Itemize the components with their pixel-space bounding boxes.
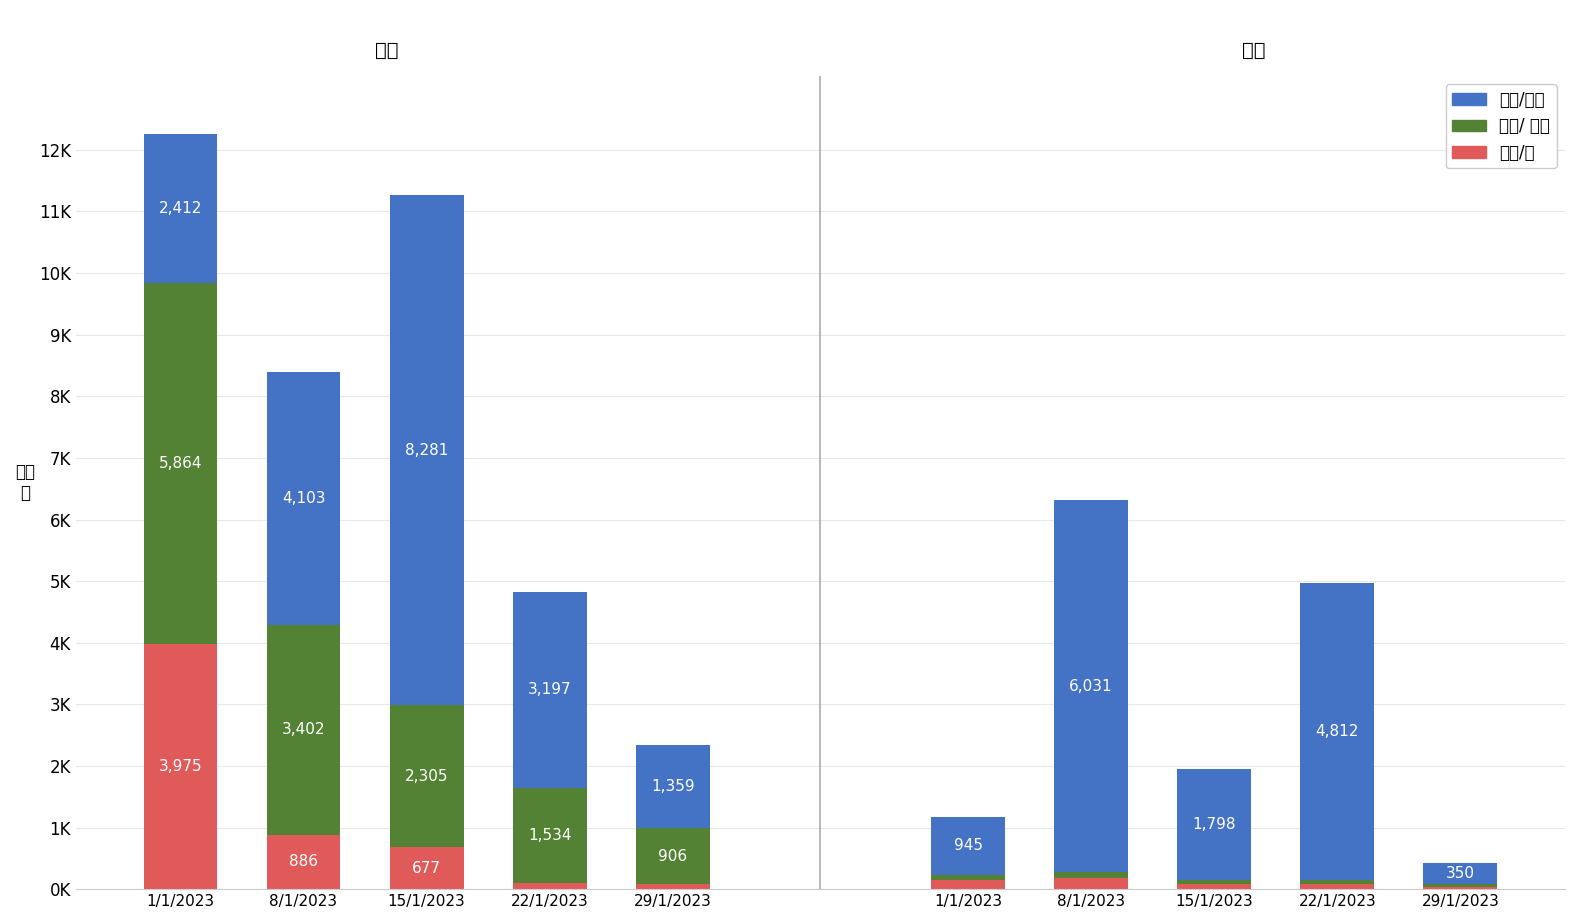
Bar — [635, 829, 709, 884]
Text: 677: 677 — [412, 861, 441, 876]
Bar — [267, 834, 340, 889]
Bar — [931, 880, 1005, 889]
Text: 3,402: 3,402 — [281, 723, 325, 737]
Text: 8,281: 8,281 — [404, 443, 449, 458]
Bar — [1177, 769, 1251, 880]
Bar — [931, 817, 1005, 875]
Bar — [1424, 887, 1498, 889]
Bar — [390, 705, 463, 847]
Bar — [1300, 884, 1375, 889]
Bar — [514, 591, 586, 788]
Bar — [1054, 501, 1128, 872]
Bar — [390, 847, 463, 889]
Legend: 購物/美食, 留學/ 讀研, 疫苗/藥: 購物/美食, 留學/ 讀研, 疫苗/藥 — [1446, 84, 1556, 168]
Text: 886: 886 — [289, 855, 318, 869]
Text: 4,103: 4,103 — [281, 491, 325, 506]
Bar — [267, 372, 340, 625]
Y-axis label: 帖數
量: 帖數 量 — [14, 463, 35, 502]
Text: 945: 945 — [954, 838, 983, 854]
Text: 1,534: 1,534 — [528, 828, 572, 844]
Text: 350: 350 — [1446, 866, 1474, 881]
Bar — [144, 134, 218, 283]
Text: 4,812: 4,812 — [1316, 724, 1359, 739]
Text: 3,197: 3,197 — [528, 683, 572, 698]
Text: 2,305: 2,305 — [404, 769, 449, 784]
Text: 1,798: 1,798 — [1193, 817, 1236, 832]
Text: 5,864: 5,864 — [158, 456, 202, 471]
Bar — [1177, 883, 1251, 889]
Text: 香港: 香港 — [376, 41, 400, 60]
Bar — [514, 883, 586, 889]
Bar — [267, 625, 340, 834]
Bar — [931, 875, 1005, 880]
Text: 1,359: 1,359 — [651, 779, 695, 794]
Text: 6,031: 6,031 — [1070, 678, 1112, 694]
Bar — [1177, 880, 1251, 883]
Text: 3,975: 3,975 — [158, 760, 202, 774]
Bar — [390, 195, 463, 705]
Bar — [1054, 872, 1128, 878]
Bar — [635, 745, 709, 829]
Bar — [144, 644, 218, 889]
Bar — [514, 788, 586, 883]
Bar — [1300, 583, 1375, 880]
Bar — [1300, 880, 1375, 884]
Bar — [144, 283, 218, 644]
Text: 2,412: 2,412 — [160, 201, 202, 216]
Text: 澳門: 澳門 — [1242, 41, 1266, 60]
Bar — [1054, 878, 1128, 889]
Bar — [1424, 863, 1498, 884]
Text: 906: 906 — [659, 849, 687, 864]
Bar — [635, 884, 709, 889]
Bar — [1424, 884, 1498, 887]
